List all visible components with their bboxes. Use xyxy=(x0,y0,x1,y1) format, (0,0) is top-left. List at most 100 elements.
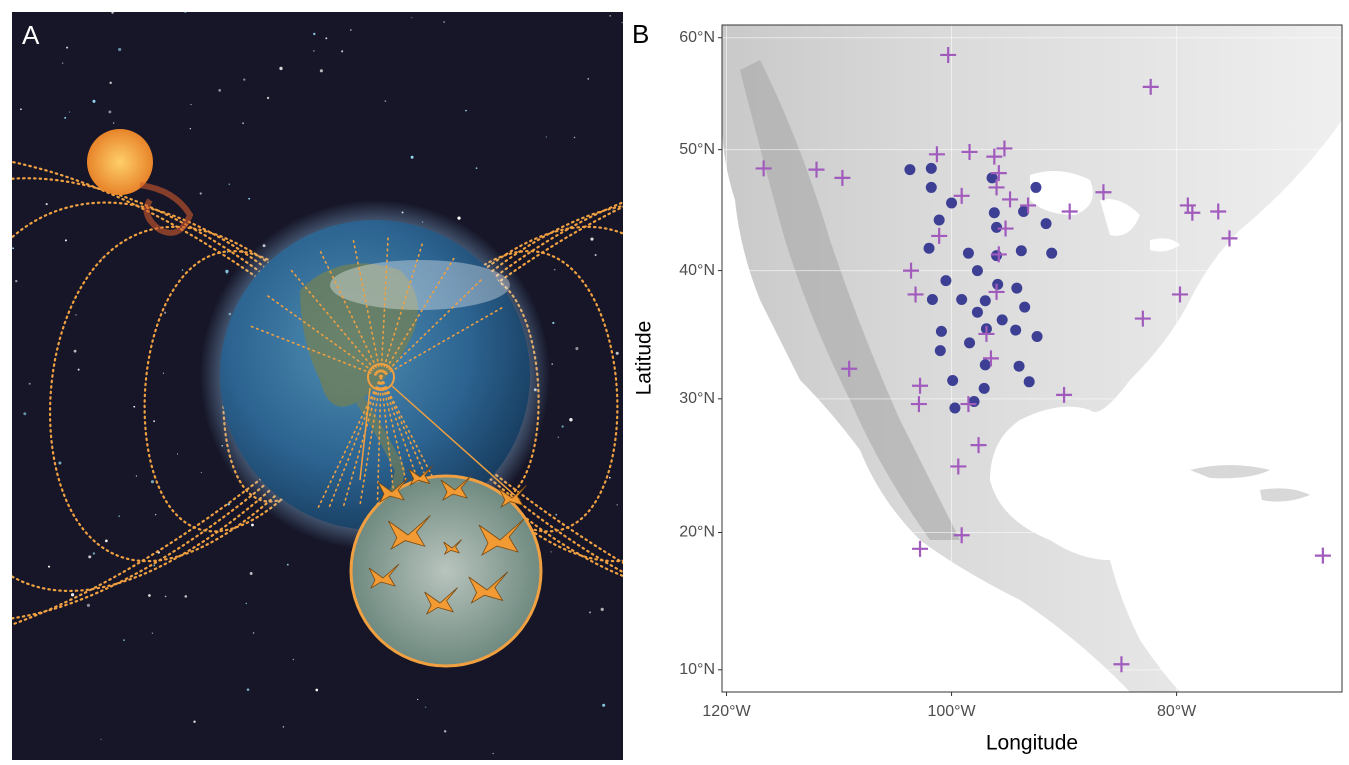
y-tick-label: 30°N xyxy=(679,390,715,407)
dot-point xyxy=(1041,218,1052,229)
star xyxy=(153,420,155,422)
star xyxy=(151,480,154,483)
star xyxy=(163,373,164,374)
star xyxy=(148,594,151,597)
star xyxy=(569,418,572,421)
star xyxy=(562,425,564,427)
star xyxy=(118,48,121,51)
star xyxy=(320,69,323,72)
dot-point xyxy=(963,248,974,259)
star xyxy=(228,183,230,185)
star xyxy=(313,33,315,35)
star xyxy=(118,515,120,517)
star xyxy=(23,412,26,415)
star xyxy=(293,659,294,660)
star xyxy=(315,689,318,692)
star xyxy=(246,603,247,604)
x-axis-title: Longitude xyxy=(986,732,1078,755)
star xyxy=(109,82,111,84)
star xyxy=(100,739,101,740)
star xyxy=(29,383,31,385)
star xyxy=(411,17,412,18)
star xyxy=(247,688,250,691)
star xyxy=(93,552,95,554)
star xyxy=(71,593,74,596)
star xyxy=(283,726,284,727)
y-axis-title: Latitude xyxy=(633,321,656,396)
y-tick-label: 40°N xyxy=(679,262,715,279)
star xyxy=(62,62,63,63)
star xyxy=(444,730,446,732)
dot-point xyxy=(949,403,960,414)
star xyxy=(190,128,191,129)
star xyxy=(185,595,188,598)
star xyxy=(443,21,445,23)
star xyxy=(609,477,611,479)
dot-point xyxy=(972,307,983,318)
star xyxy=(243,79,245,81)
y-tick-label: 50°N xyxy=(679,141,715,158)
star xyxy=(92,100,95,103)
star xyxy=(225,270,228,273)
dot-point xyxy=(936,326,947,337)
star xyxy=(425,706,426,707)
star xyxy=(12,247,14,249)
star xyxy=(165,596,167,598)
dot-point xyxy=(956,294,967,305)
dot-point xyxy=(980,295,991,306)
dot-point xyxy=(940,275,951,286)
star xyxy=(75,314,77,316)
star xyxy=(58,462,61,465)
dot-point xyxy=(1032,331,1043,342)
star xyxy=(551,363,553,365)
dot-point xyxy=(1010,325,1021,336)
star xyxy=(385,100,387,102)
star xyxy=(177,454,178,455)
dot-point xyxy=(926,163,937,174)
star xyxy=(350,29,352,31)
dot-point xyxy=(1030,182,1041,193)
dot-point xyxy=(1024,376,1035,387)
star xyxy=(66,47,68,49)
star xyxy=(101,258,102,259)
star xyxy=(612,209,613,210)
star xyxy=(552,322,554,324)
star xyxy=(411,156,414,159)
clouds xyxy=(330,260,510,310)
star xyxy=(190,104,191,105)
star xyxy=(622,22,623,23)
star xyxy=(341,50,343,52)
star xyxy=(251,524,254,527)
star xyxy=(279,67,282,70)
star xyxy=(555,514,557,516)
dot-point xyxy=(989,207,1000,218)
star xyxy=(87,604,90,607)
star xyxy=(595,254,597,256)
star xyxy=(610,15,611,16)
star xyxy=(558,437,559,438)
dot-point xyxy=(927,294,938,305)
star xyxy=(164,312,166,314)
dot-point xyxy=(924,243,935,254)
star xyxy=(20,108,22,110)
star xyxy=(111,11,113,13)
star xyxy=(248,198,250,200)
dot-point xyxy=(969,396,980,407)
star xyxy=(457,216,460,219)
star xyxy=(465,110,467,112)
star xyxy=(575,347,578,350)
star xyxy=(123,639,125,641)
star xyxy=(574,137,575,138)
star xyxy=(551,551,552,552)
star xyxy=(78,369,80,371)
star xyxy=(589,611,591,613)
x-tick-label: 100°W xyxy=(927,703,976,720)
star xyxy=(74,350,77,353)
star xyxy=(417,699,418,700)
dot-point xyxy=(980,359,991,370)
star xyxy=(108,110,111,113)
dot-point xyxy=(1016,245,1027,256)
star xyxy=(250,572,253,575)
star xyxy=(155,514,156,515)
x-tick-label: 80°W xyxy=(1157,703,1197,720)
